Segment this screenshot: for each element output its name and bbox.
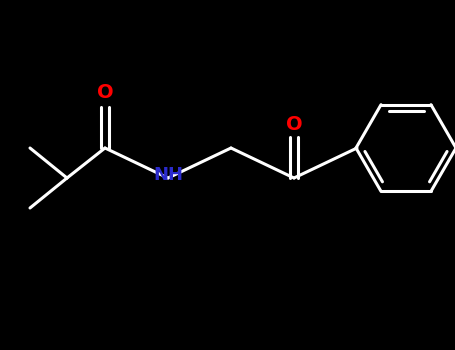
Text: NH: NH (153, 166, 183, 184)
Text: O: O (96, 84, 113, 103)
Text: O: O (286, 114, 302, 133)
